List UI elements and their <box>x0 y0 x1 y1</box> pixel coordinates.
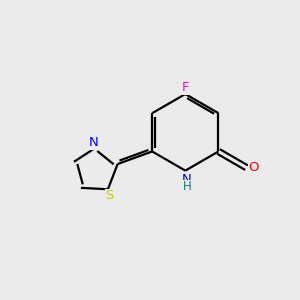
Text: N: N <box>89 136 98 149</box>
Text: H: H <box>182 180 191 193</box>
Text: F: F <box>182 81 189 94</box>
Text: O: O <box>249 161 259 174</box>
Text: N: N <box>182 173 192 186</box>
Text: S: S <box>105 189 114 202</box>
